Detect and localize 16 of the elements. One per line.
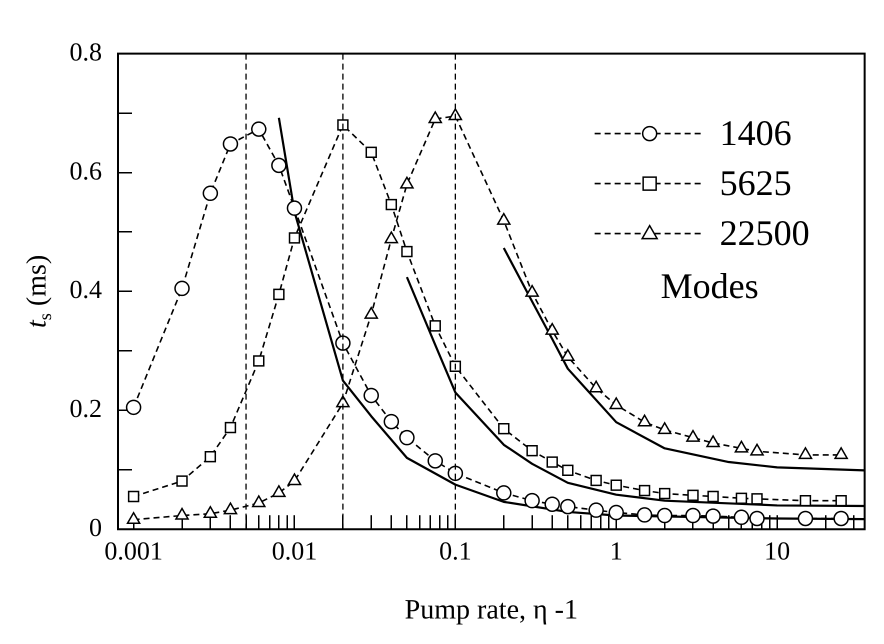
y-axis-title: ts (ms) xyxy=(21,254,56,328)
legend-title: Modes xyxy=(660,266,759,306)
y-tick-label: 0.6 xyxy=(70,156,102,186)
y-tick-label: 0.2 xyxy=(70,394,102,424)
x-tick-label: 0.001 xyxy=(104,536,163,566)
x-axis-title: Pump rate, η -1 xyxy=(404,594,578,626)
y-tick-label: 0.8 xyxy=(70,37,102,66)
legend-label: 1406 xyxy=(720,113,792,154)
y-tick-label: 0.4 xyxy=(70,275,102,304)
x-tick-label: 10 xyxy=(764,536,790,566)
x-tick-label: 0.1 xyxy=(439,536,472,566)
x-tick-label: 0.01 xyxy=(272,536,318,566)
y-tick-label: 0 xyxy=(89,513,102,542)
x-tick-label: 1 xyxy=(610,536,623,566)
legend-label: 22500 xyxy=(720,213,810,254)
legend-label: 5625 xyxy=(720,163,792,204)
